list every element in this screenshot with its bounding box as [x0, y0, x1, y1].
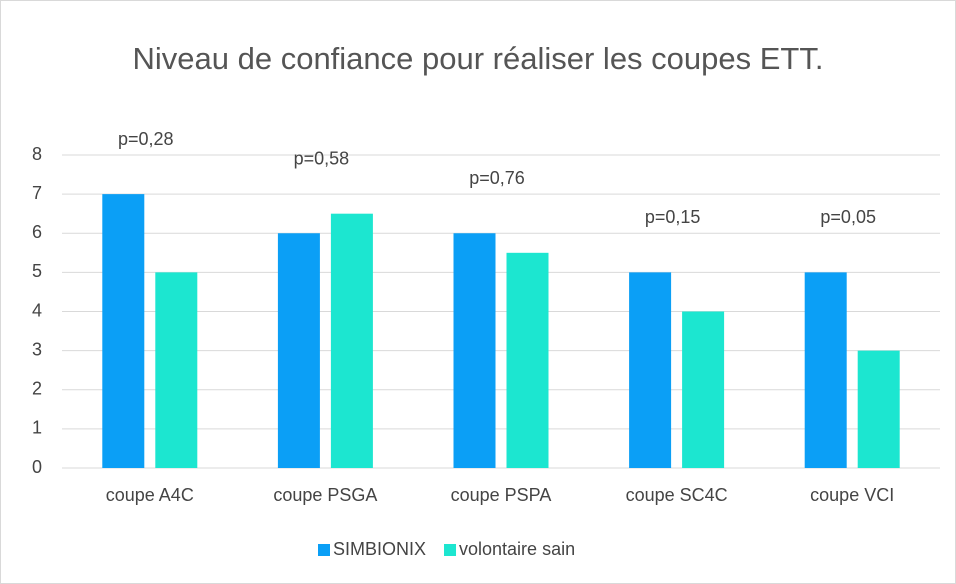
y-tick-label: 2: [32, 379, 42, 399]
bar: [102, 194, 145, 468]
annotation: p=0,58: [294, 148, 350, 168]
legend-label: volontaire sain: [459, 539, 575, 559]
bar: [682, 311, 725, 468]
x-tick-label: coupe PSGA: [273, 485, 377, 505]
legend-swatch: [318, 544, 330, 556]
annotation: p=0,05: [820, 207, 876, 227]
bar: [857, 350, 900, 468]
chart-title: Niveau de confiance pour réaliser les co…: [132, 41, 824, 76]
y-tick-label: 0: [32, 457, 42, 477]
y-tick-label: 7: [32, 183, 42, 203]
bar: [506, 252, 549, 468]
x-tick-label: coupe SC4C: [626, 485, 728, 505]
bar: [804, 272, 847, 468]
bar: [453, 233, 496, 468]
x-tick-label: coupe A4C: [106, 485, 194, 505]
y-tick-label: 5: [32, 261, 42, 281]
bar: [155, 272, 198, 468]
x-tick-label: coupe VCI: [810, 485, 894, 505]
annotation: p=0,76: [469, 168, 525, 188]
annotation: p=0,15: [645, 207, 701, 227]
legend-swatch: [444, 544, 457, 556]
y-tick-label: 6: [32, 222, 42, 242]
annotation: p=0,28: [118, 129, 174, 149]
y-tick-label: 8: [32, 144, 42, 164]
bar: [629, 272, 672, 468]
legend-label: SIMBIONIX: [333, 539, 426, 559]
y-tick-label: 4: [32, 300, 42, 320]
y-tick-label: 1: [32, 418, 42, 438]
bar: [277, 233, 320, 468]
x-tick-label: coupe PSPA: [451, 485, 552, 505]
bar: [330, 213, 373, 468]
y-tick-label: 3: [32, 339, 42, 359]
